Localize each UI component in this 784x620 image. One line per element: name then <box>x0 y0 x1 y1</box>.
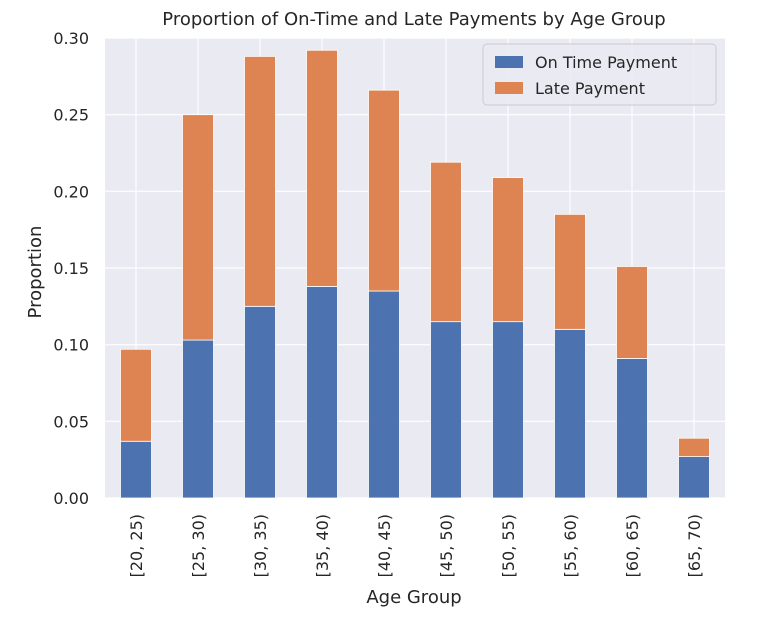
legend-label: Late Payment <box>535 79 645 98</box>
legend-swatch <box>495 82 523 94</box>
bar-late-3 <box>306 49 338 287</box>
chart-title: Proportion of On-Time and Late Payments … <box>162 9 665 30</box>
bar-on-time-3 <box>306 285 338 499</box>
y-tick-label: 0.00 <box>53 489 89 508</box>
bar-late-1 <box>182 114 214 341</box>
x-tick-label: [35, 40) <box>313 514 332 577</box>
bar-late-5 <box>430 161 462 323</box>
x-tick-label: [40, 45) <box>375 514 394 577</box>
x-tick-label: [65, 70) <box>685 514 704 577</box>
y-axis-label: Proportion <box>25 226 46 319</box>
y-tick-label: 0.05 <box>53 412 89 431</box>
legend: On Time Payment Late Payment <box>482 43 717 106</box>
bar-on-time-0 <box>120 440 152 499</box>
bar-on-time-5 <box>430 321 462 499</box>
bar-on-time-1 <box>182 339 214 499</box>
y-tick-label: 0.25 <box>53 106 89 125</box>
x-tick-label: [25, 30) <box>189 514 208 577</box>
bar-on-time-4 <box>368 290 400 499</box>
bar-on-time-9 <box>678 456 710 499</box>
bar-late-6 <box>492 177 524 323</box>
x-tick-label: [50, 55) <box>499 514 518 577</box>
bar-late-0 <box>120 348 152 442</box>
bar-late-8 <box>616 266 648 359</box>
legend-swatch <box>495 56 523 68</box>
bar-on-time-8 <box>616 358 648 499</box>
bar-late-9 <box>678 437 710 458</box>
legend-box <box>482 43 717 106</box>
x-axis-label: Age Group <box>366 587 461 608</box>
y-tick-label: 0.15 <box>53 259 89 278</box>
bar-late-4 <box>368 89 400 292</box>
bar-on-time-7 <box>554 328 586 499</box>
y-axis-ticks: 0.00 0.05 0.10 0.15 0.20 0.25 0.30 <box>53 29 89 508</box>
bar-late-7 <box>554 213 586 330</box>
bar-late-2 <box>244 56 276 307</box>
x-tick-label: [55, 60) <box>561 514 580 577</box>
x-tick-label: [45, 50) <box>437 514 456 577</box>
x-axis-ticks: [20, 25) [25, 30) [30, 35) [35, 40) [40, 45)… <box>127 514 704 577</box>
x-tick-label: [60, 65) <box>623 514 642 577</box>
x-tick-label: [30, 35) <box>251 514 270 577</box>
x-tick-label: [20, 25) <box>127 514 146 577</box>
y-tick-label: 0.30 <box>53 29 89 48</box>
legend-label: On Time Payment <box>535 53 677 72</box>
bar-on-time-2 <box>244 305 276 499</box>
y-tick-label: 0.10 <box>53 336 89 355</box>
bar-on-time-6 <box>492 321 524 499</box>
bars <box>120 49 710 499</box>
y-tick-label: 0.20 <box>53 182 89 201</box>
